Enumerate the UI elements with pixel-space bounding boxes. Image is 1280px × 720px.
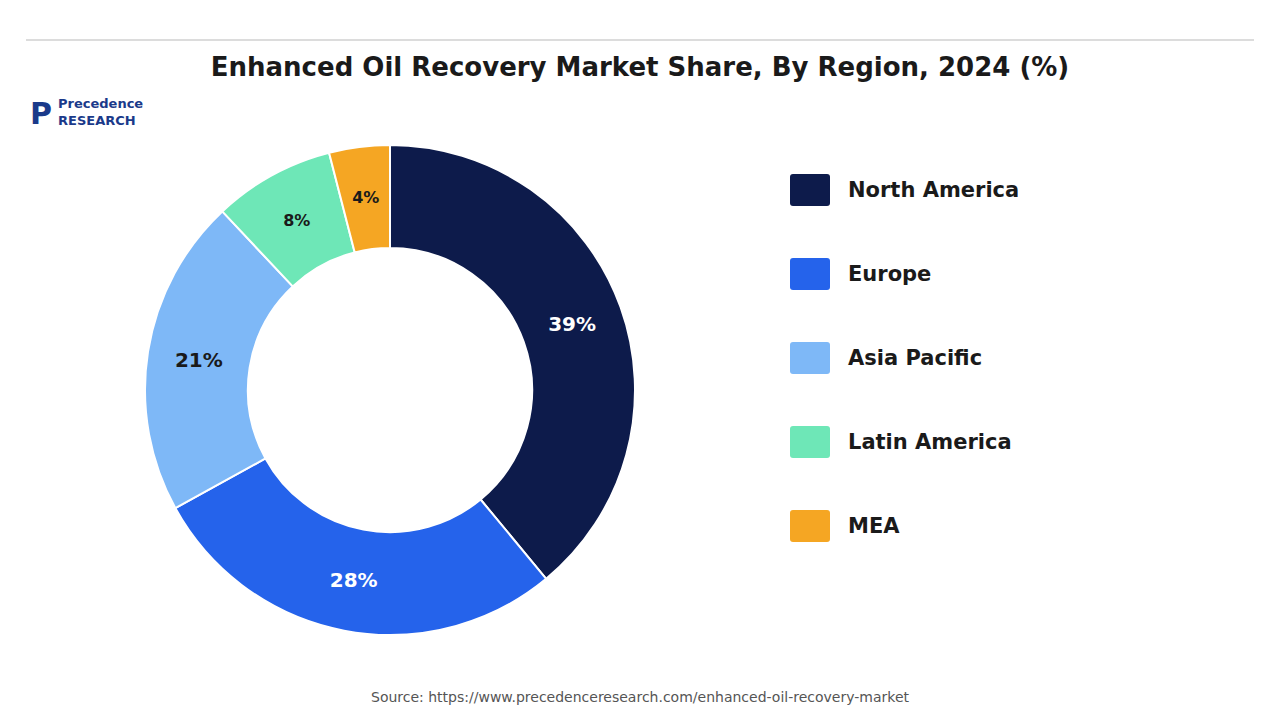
data-labels: 39% 28% 21% 8% 4%: [175, 188, 596, 592]
data-label: 39%: [548, 312, 596, 336]
legend: North America Europe Asia Pacific Latin Ame…: [790, 174, 1019, 542]
top-rule: [26, 39, 1254, 41]
legend-swatch: [790, 342, 830, 374]
data-label: 4%: [352, 188, 379, 207]
legend-swatch: [790, 174, 830, 206]
data-label: 28%: [330, 568, 378, 592]
logo-text: Precedence RESEARCH: [58, 96, 143, 128]
logo-text-line: RESEARCH: [58, 113, 136, 128]
background: [0, 0, 1280, 720]
donut-slice: [175, 458, 546, 635]
donut-slice: [390, 145, 635, 579]
data-label: 21%: [175, 348, 223, 372]
logo-mark: P: [30, 96, 52, 131]
legend-swatch: [790, 258, 830, 290]
legend-label: MEA: [848, 514, 900, 538]
chart-svg: Enhanced Oil Recovery Market Share, By R…: [0, 0, 1280, 720]
legend-swatch: [790, 510, 830, 542]
legend-swatch: [790, 426, 830, 458]
legend-label: North America: [848, 178, 1019, 202]
donut-slice: [329, 145, 390, 252]
legend-label: Latin America: [848, 430, 1012, 454]
legend-label: Europe: [848, 262, 931, 286]
data-label: 8%: [283, 211, 310, 230]
source-note: Source: https://www.precedenceresearch.c…: [371, 689, 910, 705]
legend-label: Asia Pacific: [848, 346, 982, 370]
title: Enhanced Oil Recovery Market Share, By R…: [211, 52, 1070, 82]
donut-slices: [145, 145, 635, 635]
logo-text-line: Precedence: [58, 96, 143, 111]
chart-container: Enhanced Oil Recovery Market Share, By R…: [0, 0, 1280, 720]
